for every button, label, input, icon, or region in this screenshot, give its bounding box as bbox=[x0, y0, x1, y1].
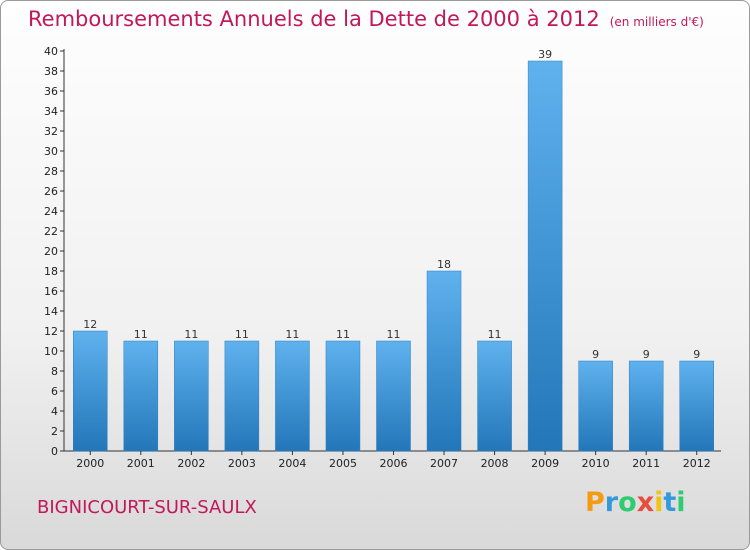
logo-letter: x bbox=[636, 487, 655, 518]
bar bbox=[426, 270, 462, 452]
y-tick-label: 18 bbox=[44, 265, 58, 278]
x-tick-label: 2003 bbox=[228, 457, 256, 470]
logo-letter: i bbox=[676, 487, 686, 518]
logo-letter: t bbox=[663, 487, 677, 518]
x-tick-label: 2008 bbox=[481, 457, 509, 470]
y-tick-label: 2 bbox=[51, 425, 58, 438]
chart-title-text: Remboursements Annuels de la Dette de 20… bbox=[28, 7, 600, 31]
y-tick-label: 30 bbox=[44, 145, 58, 158]
logo-letter: i bbox=[654, 487, 664, 518]
y-tick-label: 20 bbox=[44, 245, 58, 258]
y-tick-label: 6 bbox=[51, 385, 58, 398]
proxiti-logo: Proxiti bbox=[585, 487, 686, 518]
bar bbox=[376, 340, 411, 452]
data-label: 9 bbox=[643, 348, 650, 361]
bar bbox=[628, 360, 664, 452]
y-tick-label: 8 bbox=[51, 365, 58, 378]
logo-letter: P bbox=[585, 487, 605, 518]
data-label: 11 bbox=[134, 328, 148, 341]
commune-name: BIGNICOURT-SUR-SAULX bbox=[37, 497, 257, 518]
x-tick-label: 2007 bbox=[430, 457, 458, 470]
bar bbox=[224, 340, 260, 452]
y-tick-label: 12 bbox=[44, 325, 58, 338]
y-tick-label: 32 bbox=[44, 125, 58, 138]
y-tick-label: 24 bbox=[44, 205, 58, 218]
data-label: 11 bbox=[184, 328, 198, 341]
data-label: 11 bbox=[336, 328, 350, 341]
y-tick-label: 26 bbox=[44, 185, 58, 198]
x-tick-label: 2002 bbox=[177, 457, 205, 470]
x-tick-label: 2010 bbox=[582, 457, 610, 470]
data-label: 12 bbox=[83, 318, 97, 331]
chart-subtitle: (en milliers d'€) bbox=[609, 15, 704, 29]
data-label: 11 bbox=[488, 328, 502, 341]
x-tick-label: 2009 bbox=[531, 457, 559, 470]
data-label: 9 bbox=[592, 348, 599, 361]
data-label: 9 bbox=[693, 348, 700, 361]
data-label: 18 bbox=[437, 258, 451, 271]
x-tick-label: 2006 bbox=[380, 457, 408, 470]
bar bbox=[325, 340, 361, 452]
y-tick-label: 22 bbox=[44, 225, 58, 238]
bar bbox=[123, 340, 159, 452]
data-label: 11 bbox=[235, 328, 249, 341]
logo-letter: o bbox=[618, 487, 637, 518]
bar bbox=[477, 340, 512, 452]
data-label: 11 bbox=[387, 328, 401, 341]
x-tick-label: 2011 bbox=[632, 457, 660, 470]
y-tick-label: 10 bbox=[44, 345, 58, 358]
y-tick-label: 14 bbox=[44, 305, 58, 318]
bar bbox=[527, 60, 563, 452]
x-tick-label: 2004 bbox=[278, 457, 306, 470]
x-tick-label: 2012 bbox=[683, 457, 711, 470]
bar bbox=[275, 340, 310, 452]
x-tick-label: 2005 bbox=[329, 457, 357, 470]
y-tick-label: 28 bbox=[44, 165, 58, 178]
y-tick-label: 38 bbox=[44, 65, 58, 78]
y-tick-label: 16 bbox=[44, 285, 58, 298]
y-tick-label: 4 bbox=[51, 405, 58, 418]
y-tick-label: 34 bbox=[44, 105, 58, 118]
bar bbox=[174, 340, 209, 452]
bar bbox=[73, 330, 108, 452]
x-tick-label: 2000 bbox=[76, 457, 104, 470]
logo-letter: r bbox=[604, 487, 619, 518]
y-tick-label: 40 bbox=[44, 45, 58, 58]
y-tick-label: 36 bbox=[44, 85, 58, 98]
x-tick-label: 2001 bbox=[127, 457, 155, 470]
bar bbox=[679, 360, 714, 452]
chart-title: Remboursements Annuels de la Dette de 20… bbox=[28, 7, 704, 31]
data-label: 11 bbox=[285, 328, 299, 341]
data-label: 39 bbox=[538, 48, 552, 61]
bar bbox=[578, 360, 613, 452]
y-tick-label: 0 bbox=[51, 445, 58, 458]
